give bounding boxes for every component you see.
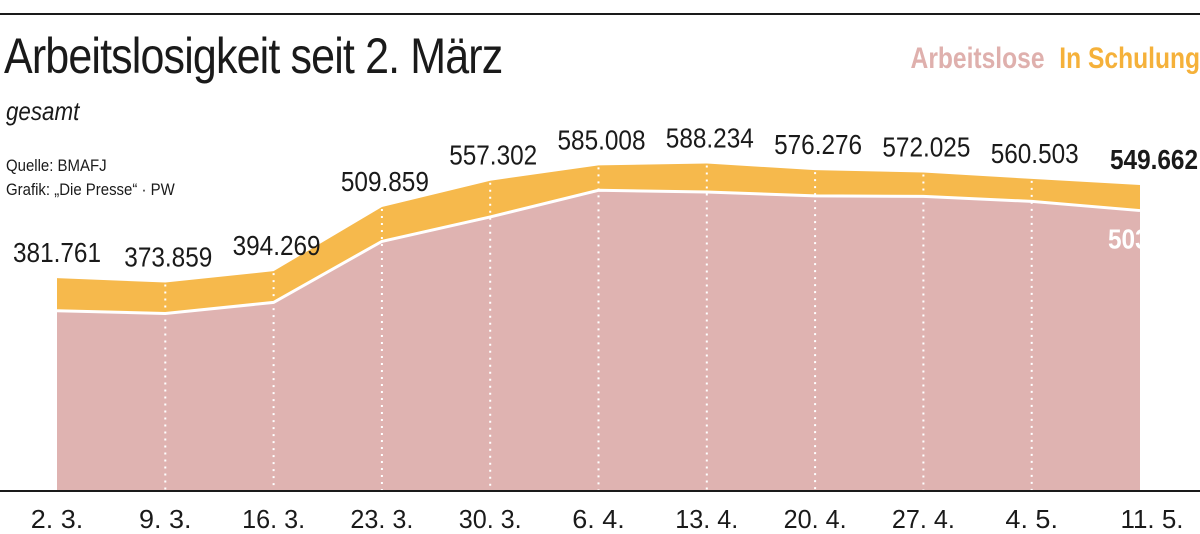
total-value-label: 373.859	[124, 242, 212, 273]
total-value-label: 557.302	[449, 140, 537, 171]
credit-text: Grafik: „Die Presse“ · PW	[6, 180, 175, 199]
total-value-label: 572.025	[882, 132, 970, 163]
legend: Arbeitslose In Schulung	[896, 42, 1200, 76]
total-value-label: 381.761	[13, 237, 101, 268]
total-value-label: 576.276	[774, 129, 862, 160]
legend-arbeitslose: Arbeitslose	[910, 42, 1045, 75]
total-value-label: 509.859	[341, 166, 429, 197]
x-tick-label: 16. 3.	[242, 504, 305, 534]
arbeitslose-last-value-label: 503.494	[1108, 224, 1196, 255]
source-note: Quelle: BMAFJ Grafik: „Die Presse“ · PW	[6, 154, 175, 202]
chart-title: Arbeitslosigkeit seit 2. März	[4, 28, 503, 84]
x-tick-label: 27. 4.	[892, 504, 955, 534]
total-value-label: 588.234	[666, 123, 754, 154]
x-tick-label: 4. 5.	[1005, 504, 1058, 534]
x-tick-label: 13. 4.	[675, 504, 738, 534]
x-tick-label: 6. 4.	[572, 504, 625, 534]
top-rule	[0, 13, 1200, 15]
source-text: Quelle: BMAFJ	[6, 156, 107, 175]
x-tick-label: 20. 4.	[784, 504, 847, 534]
total-value-label: 394.269	[233, 230, 321, 261]
chart-subtitle: gesamt	[6, 96, 80, 126]
x-tick-label: 11. 5.	[1121, 504, 1184, 534]
legend-in-schulung: In Schulung	[1059, 42, 1200, 75]
x-tick-label: 2. 3.	[31, 504, 84, 534]
total-value-label: 585.008	[558, 124, 646, 155]
total-value-label: 549.662	[1110, 144, 1198, 175]
x-tick-label: 9. 3.	[139, 504, 192, 534]
total-value-label: 560.503	[991, 138, 1079, 169]
x-tick-label: 23. 3.	[350, 504, 413, 534]
x-tick-label: 30. 3.	[459, 504, 522, 534]
series-arbeitslose-area	[57, 190, 1140, 491]
